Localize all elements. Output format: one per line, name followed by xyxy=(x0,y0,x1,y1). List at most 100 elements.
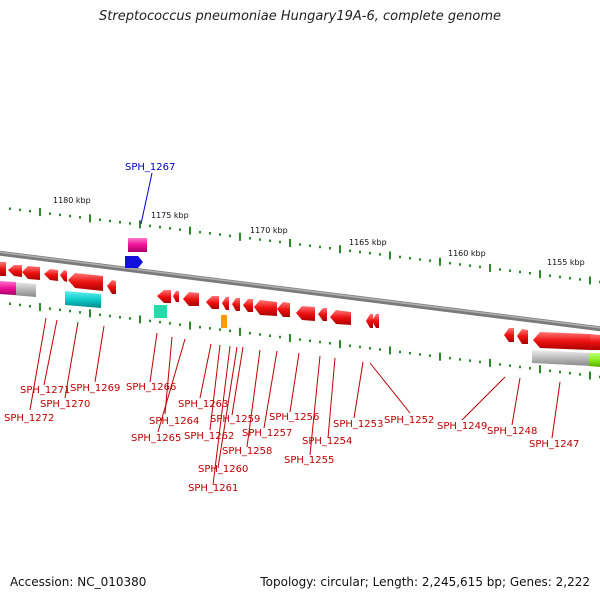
scale-minor-tick xyxy=(509,269,511,272)
label-sph1261[interactable]: SPH_1261 xyxy=(188,483,238,494)
scale-major-tick xyxy=(239,232,241,241)
label-sph1270[interactable]: SPH_1270 xyxy=(40,399,90,410)
scale-minor-tick xyxy=(169,227,171,230)
scale-minor-tick xyxy=(249,332,251,335)
scale-major-tick xyxy=(39,303,41,312)
scale-minor-tick xyxy=(99,313,101,316)
label-sph1260[interactable]: SPH_1260 xyxy=(198,464,248,475)
scale-minor-tick xyxy=(119,316,121,319)
scale-minor-tick xyxy=(59,308,61,312)
gene-cyan[interactable] xyxy=(65,291,101,308)
label-sph1267[interactable]: SPH_1267 xyxy=(125,162,175,173)
scale-minor-tick xyxy=(19,303,21,307)
scale-minor-tick xyxy=(549,369,551,372)
scale-label-1155: 1155 kbp xyxy=(547,258,585,267)
scale-minor-tick xyxy=(349,344,351,347)
scale-label-1160: 1160 kbp xyxy=(448,249,486,258)
scale-minor-tick xyxy=(259,238,261,241)
label-sph1247[interactable]: SPH_1247 xyxy=(529,439,579,450)
scale-minor-tick xyxy=(549,274,551,277)
scale-minor-tick xyxy=(559,370,561,374)
scale-major-tick xyxy=(389,251,391,260)
scale-major-tick xyxy=(589,371,591,380)
scale-major-tick xyxy=(489,263,491,272)
scale-minor-tick xyxy=(569,372,571,375)
label-sph1258[interactable]: SPH_1258 xyxy=(222,446,272,457)
gene-sph1267-pink[interactable] xyxy=(128,238,147,252)
label-sph1257[interactable]: SPH_1257 xyxy=(242,428,292,439)
gene-row-right[interactable] xyxy=(504,328,600,350)
scale-minor-tick xyxy=(419,258,421,261)
scale-minor-tick xyxy=(319,245,321,249)
scale-minor-tick xyxy=(99,218,101,221)
scale-major-tick xyxy=(39,208,41,217)
gene-row-mid[interactable] xyxy=(157,290,379,328)
gene-sph1267-blue[interactable] xyxy=(125,256,143,268)
scale-minor-tick xyxy=(499,363,501,366)
label-sph1248[interactable]: SPH_1248 xyxy=(487,426,537,437)
gene-orange-small[interactable] xyxy=(221,315,227,328)
accession-text: Accession: NC_010380 xyxy=(10,575,147,589)
scale-minor-tick xyxy=(419,353,421,356)
scale-minor-tick xyxy=(499,268,501,271)
scale-minor-tick xyxy=(349,249,351,252)
scale-major-tick xyxy=(339,245,341,254)
gene-gray-right[interactable] xyxy=(532,350,600,367)
label-sph1272[interactable]: SPH_1272 xyxy=(4,413,54,424)
scale-minor-tick xyxy=(149,224,151,228)
scale-minor-tick xyxy=(569,277,571,280)
label-sph1271[interactable]: SPH_1271 xyxy=(20,385,70,396)
scale-minor-tick xyxy=(459,263,461,266)
scale-major-tick xyxy=(89,309,91,318)
scale-minor-tick xyxy=(409,256,411,260)
scale-minor-tick xyxy=(259,333,261,336)
map-title: Streptococcus pneumoniae Hungary19A-6, c… xyxy=(99,9,501,24)
label-sph1254[interactable]: SPH_1254 xyxy=(302,436,352,447)
scale-major-tick xyxy=(189,226,191,235)
scale-major-tick xyxy=(539,365,541,374)
label-sph1256[interactable]: SPH_1256 xyxy=(269,412,319,423)
scale-minor-tick xyxy=(119,221,121,224)
scale-label-1170: 1170 kbp xyxy=(250,226,288,235)
scale-minor-tick xyxy=(519,270,521,274)
scale-minor-tick xyxy=(209,327,211,330)
label-sph1263[interactable]: SPH_1263 xyxy=(178,399,228,410)
scale-minor-tick xyxy=(279,335,281,339)
label-sph1266[interactable]: SPH_1266 xyxy=(126,382,176,393)
scale-label-1180: 1180 kbp xyxy=(53,196,91,205)
label-sph1262[interactable]: SPH_1262 xyxy=(184,431,234,442)
scale-minor-tick xyxy=(9,302,11,305)
gene-row-left[interactable] xyxy=(0,262,116,294)
label-sph1249[interactable]: SPH_1249 xyxy=(437,421,487,432)
scale-minor-tick xyxy=(49,307,51,310)
scale-minor-tick xyxy=(579,278,581,281)
scale-minor-tick xyxy=(19,208,21,212)
scale-minor-tick xyxy=(399,350,401,354)
label-sph1253[interactable]: SPH_1253 xyxy=(333,419,383,430)
scale-minor-tick xyxy=(369,252,371,255)
scale-minor-tick xyxy=(229,329,231,333)
scale-minor-tick xyxy=(69,309,71,313)
scale-minor-tick xyxy=(309,339,311,342)
label-sph1265[interactable]: SPH_1265 xyxy=(131,433,181,444)
label-sph1252[interactable]: SPH_1252 xyxy=(384,415,434,426)
label-sph1259[interactable]: SPH_1259 xyxy=(210,414,260,425)
gene-gray-left[interactable] xyxy=(0,281,36,297)
scale-major-tick xyxy=(539,270,541,279)
scale-major-tick xyxy=(189,321,191,330)
gene-teal-small[interactable] xyxy=(154,305,167,318)
scale-minor-tick xyxy=(299,338,301,341)
label-sph1264[interactable]: SPH_1264 xyxy=(149,416,199,427)
leader-lines xyxy=(29,317,561,486)
scale-major-tick xyxy=(239,327,241,336)
scale-minor-tick xyxy=(559,275,561,279)
scale-minor-tick xyxy=(529,367,531,370)
scale-minor-tick xyxy=(229,234,231,238)
scale-major-tick xyxy=(289,239,291,247)
scale-major-tick xyxy=(439,257,441,266)
label-sph1269[interactable]: SPH_1269 xyxy=(70,383,120,394)
scale-minor-tick xyxy=(219,328,221,331)
scale-minor-tick xyxy=(159,225,161,229)
scale-label-1165: 1165 kbp xyxy=(349,238,387,247)
label-sph1255[interactable]: SPH_1255 xyxy=(284,455,334,466)
